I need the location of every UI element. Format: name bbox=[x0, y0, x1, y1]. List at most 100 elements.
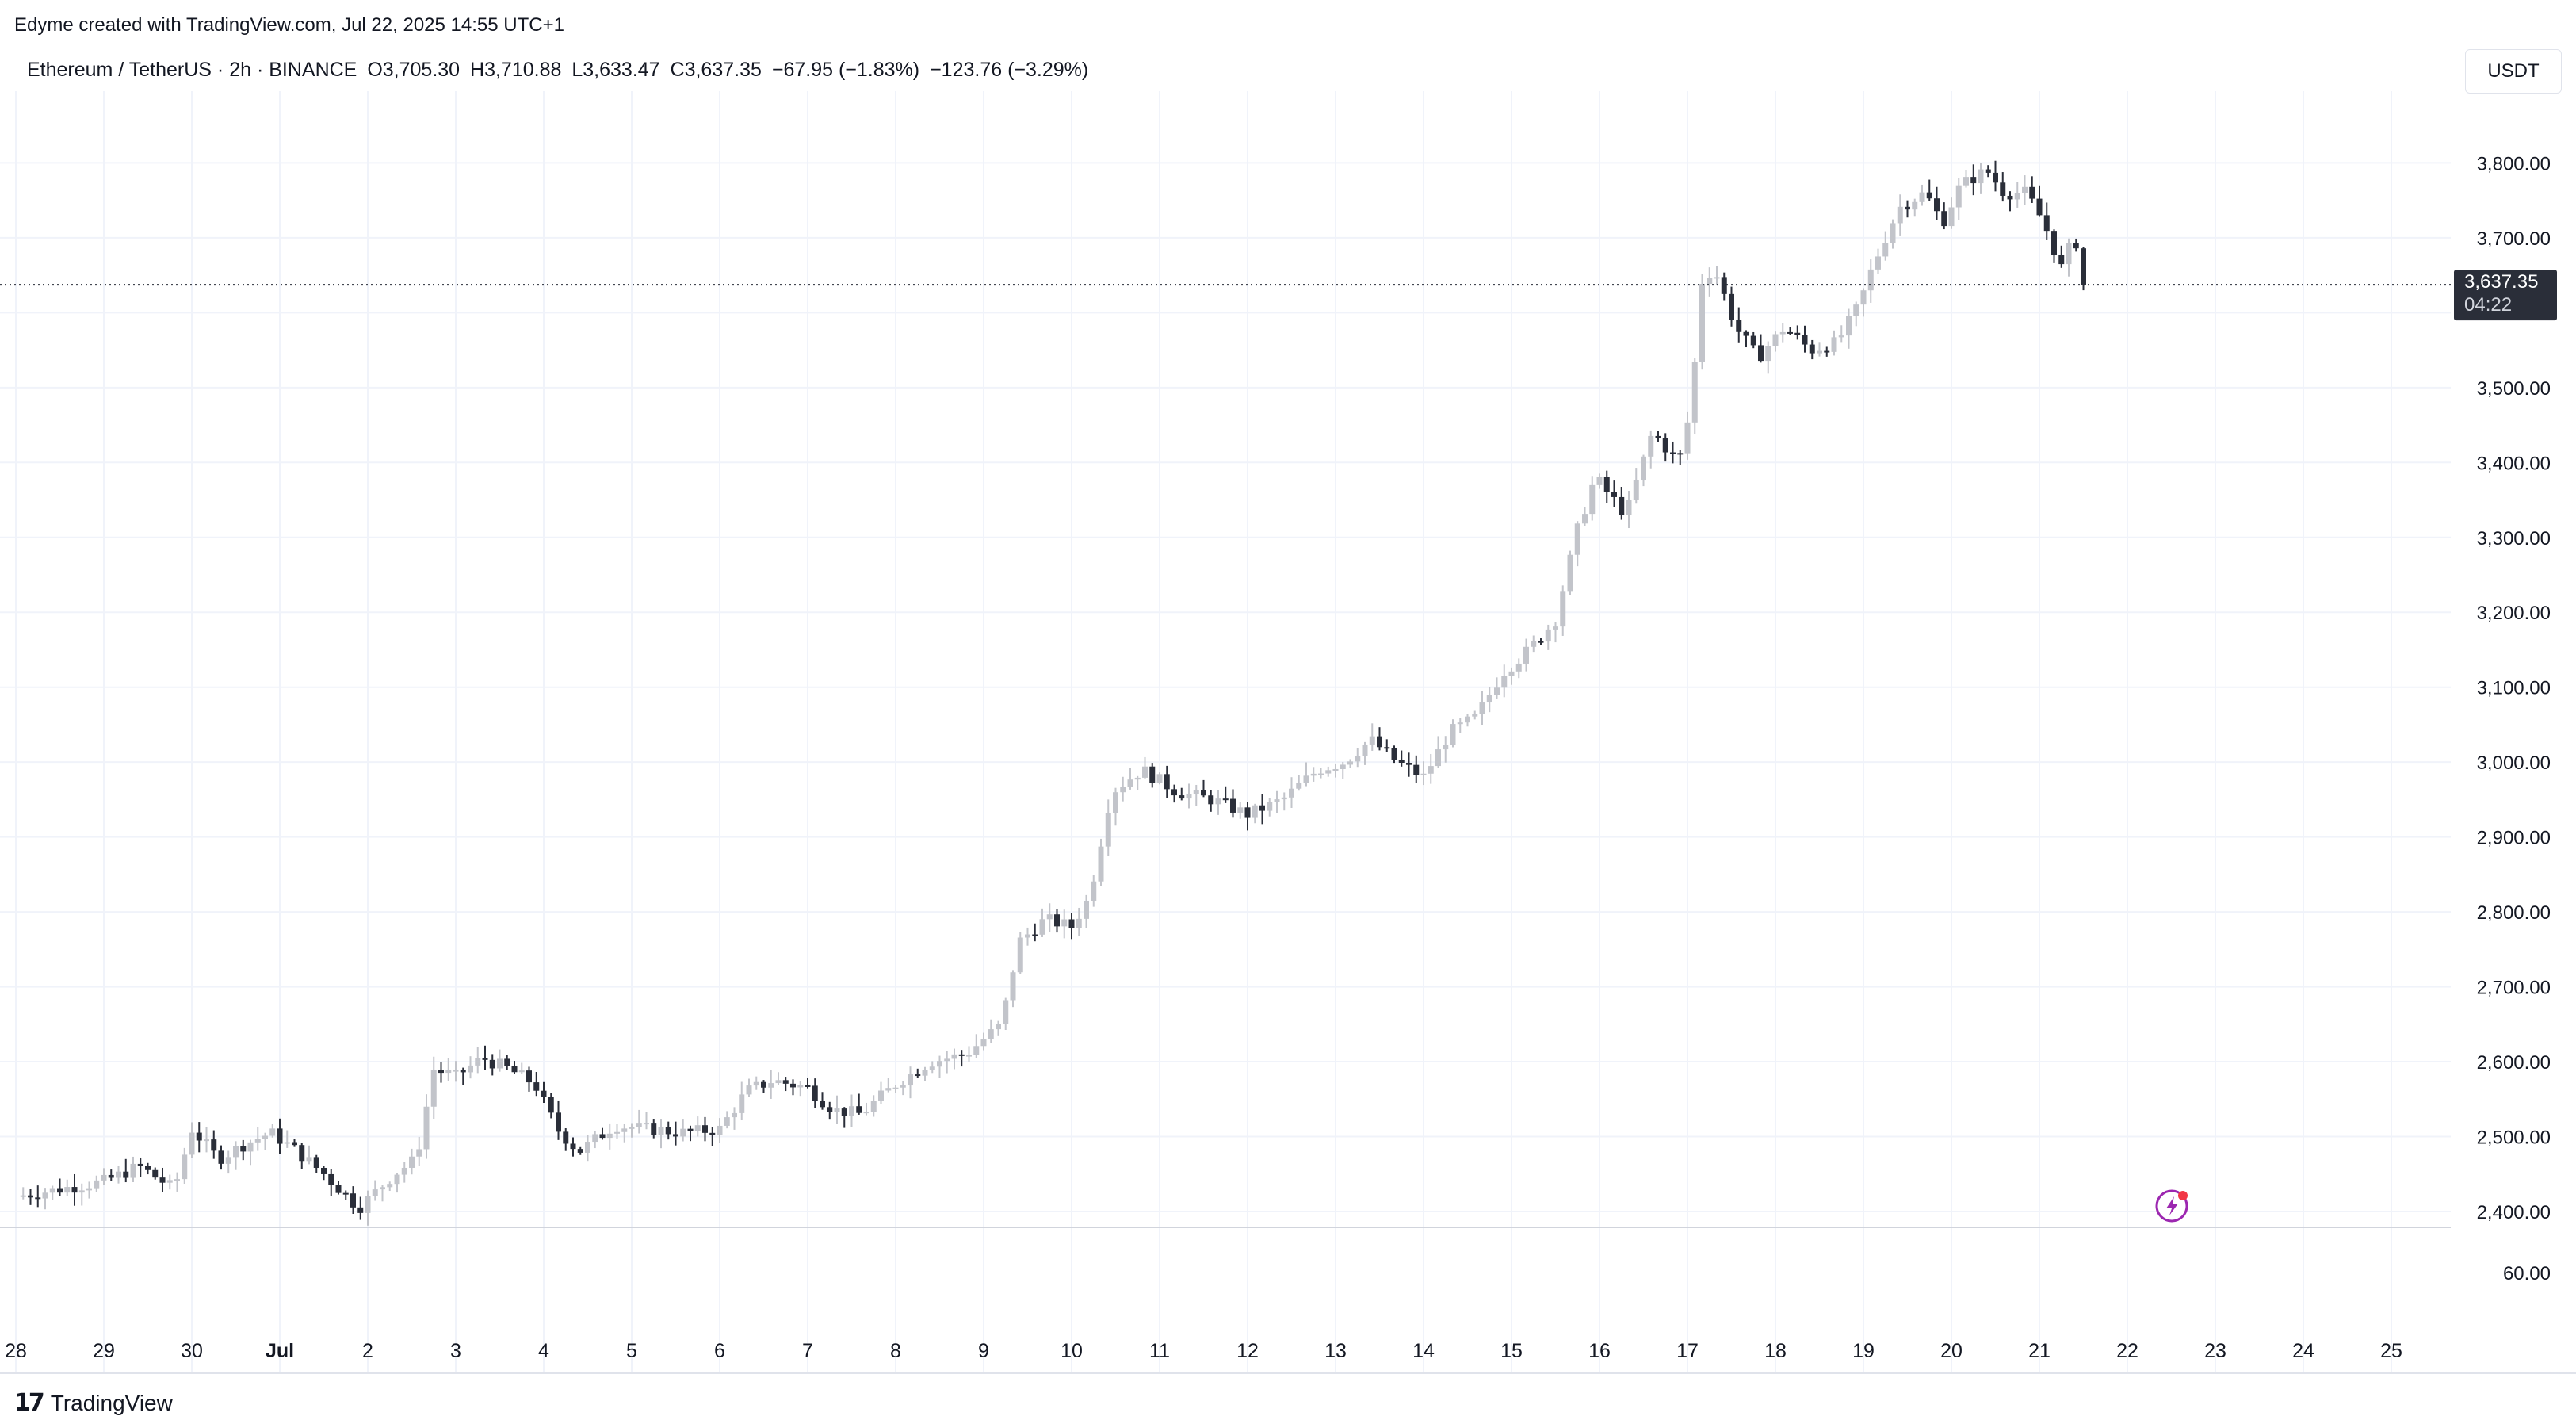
symbol-legend: Ethereum / TetherUS · 2h · BINANCE O3,70… bbox=[27, 59, 1093, 82]
candle-body bbox=[1538, 641, 1544, 643]
time-tick-label: 19 bbox=[1852, 1340, 1875, 1362]
candle-body bbox=[137, 1163, 143, 1166]
candle-body bbox=[1523, 646, 1529, 664]
candle-body bbox=[951, 1054, 957, 1059]
candle-body bbox=[328, 1173, 334, 1185]
candle-body bbox=[1758, 345, 1764, 362]
candle-body bbox=[1611, 492, 1617, 497]
candle-body bbox=[1362, 744, 1368, 756]
candle-body bbox=[1369, 736, 1375, 745]
candle-body bbox=[1391, 748, 1397, 760]
candle-body bbox=[1025, 934, 1030, 938]
candle-body bbox=[1545, 629, 1551, 642]
candle-body bbox=[277, 1128, 283, 1144]
candle-body bbox=[1963, 177, 1969, 186]
candle-body bbox=[1156, 774, 1163, 783]
candle-body bbox=[1068, 919, 1075, 928]
candle-body bbox=[973, 1046, 980, 1055]
candle-body bbox=[782, 1080, 789, 1084]
candle-body bbox=[372, 1189, 378, 1196]
candle-body bbox=[152, 1169, 159, 1178]
candle-body bbox=[218, 1150, 224, 1164]
chart-credit: Edyme created with TradingView.com, Jul … bbox=[14, 14, 564, 36]
candle-body bbox=[335, 1185, 342, 1193]
tradingview-brand[interactable]: 17 TradingView bbox=[14, 1389, 173, 1417]
currency-button[interactable]: USDT bbox=[2465, 49, 2562, 94]
candle-body bbox=[900, 1085, 906, 1088]
candle-body bbox=[606, 1133, 613, 1139]
candle-body bbox=[996, 1024, 1001, 1030]
candle-body bbox=[533, 1082, 540, 1091]
candle-body bbox=[1501, 676, 1508, 688]
candle-body bbox=[2000, 182, 2006, 196]
candle-body bbox=[380, 1187, 385, 1190]
price-tick-label: 2,800.00 bbox=[2477, 902, 2551, 924]
candle-body bbox=[430, 1070, 437, 1107]
candle-body bbox=[929, 1066, 935, 1070]
candle-body bbox=[1619, 496, 1625, 515]
candle-body bbox=[1809, 344, 1815, 354]
lightning-alert-icon[interactable] bbox=[2155, 1189, 2188, 1223]
candle-body bbox=[2014, 193, 2020, 200]
candle-body bbox=[966, 1055, 972, 1057]
price-badge-value: 3,637.35 bbox=[2464, 271, 2538, 293]
candle-body bbox=[2036, 198, 2043, 216]
candle-body bbox=[958, 1054, 965, 1056]
candle-body bbox=[1860, 290, 1867, 305]
time-tick-label: 16 bbox=[1588, 1340, 1611, 1362]
candle-body bbox=[174, 1179, 180, 1181]
time-tick-label: 14 bbox=[1412, 1340, 1435, 1362]
ohlc-change-secondary: −123.76 (−3.29%) bbox=[930, 59, 1089, 81]
time-tick-label: 28 bbox=[5, 1340, 27, 1362]
candle-body bbox=[1882, 243, 1889, 257]
candle-body bbox=[1318, 773, 1324, 775]
candle-body bbox=[1772, 334, 1779, 346]
candle-body bbox=[2043, 215, 2050, 232]
candle-body bbox=[1553, 626, 1558, 630]
candle-body bbox=[489, 1059, 495, 1069]
candle-body bbox=[732, 1112, 737, 1118]
candle-body bbox=[2081, 248, 2086, 285]
candle-body bbox=[1486, 695, 1492, 703]
candle-body bbox=[1603, 477, 1610, 492]
candle-body bbox=[1164, 774, 1170, 790]
candle-body bbox=[1905, 206, 1910, 210]
candle-body bbox=[269, 1128, 276, 1136]
price-tick-label: 3,000.00 bbox=[2477, 752, 2551, 774]
candle-body bbox=[812, 1085, 818, 1101]
candle-body bbox=[64, 1187, 71, 1193]
candle-body bbox=[1237, 807, 1244, 813]
candle-body bbox=[240, 1146, 247, 1152]
candle-body bbox=[1691, 362, 1698, 423]
candle-body bbox=[1948, 207, 1955, 227]
candle-body bbox=[1193, 790, 1199, 794]
candle-body bbox=[856, 1106, 862, 1113]
candle-body bbox=[1736, 320, 1742, 332]
candle-body bbox=[827, 1107, 833, 1112]
candle-body bbox=[1274, 799, 1280, 802]
candle-body bbox=[1684, 422, 1691, 454]
candle-body bbox=[306, 1157, 312, 1162]
candle-body bbox=[387, 1184, 393, 1188]
candle-body bbox=[790, 1083, 796, 1088]
candle-body bbox=[350, 1193, 356, 1208]
time-tick-label: 10 bbox=[1061, 1340, 1083, 1362]
candle-body bbox=[1039, 919, 1045, 935]
candle-body bbox=[1867, 269, 1874, 291]
price-tick-label: 3,100.00 bbox=[2477, 678, 2551, 699]
candle-body bbox=[1222, 798, 1229, 801]
candle-body bbox=[1677, 453, 1684, 455]
candle-body bbox=[1010, 972, 1016, 1001]
candle-body bbox=[1259, 805, 1265, 811]
candle-body bbox=[1802, 335, 1808, 345]
price-tick-label: 2,400.00 bbox=[2477, 1202, 2551, 1223]
candle-body bbox=[1655, 435, 1661, 438]
candle-body bbox=[592, 1134, 598, 1143]
candle-body bbox=[182, 1154, 188, 1180]
candle-body bbox=[768, 1083, 774, 1088]
volume-scale-label: 60.00 bbox=[2503, 1263, 2551, 1284]
candle-body bbox=[1046, 914, 1053, 920]
symbol-title[interactable]: Ethereum / TetherUS · 2h · BINANCE bbox=[27, 59, 357, 81]
candle-body bbox=[49, 1188, 55, 1193]
